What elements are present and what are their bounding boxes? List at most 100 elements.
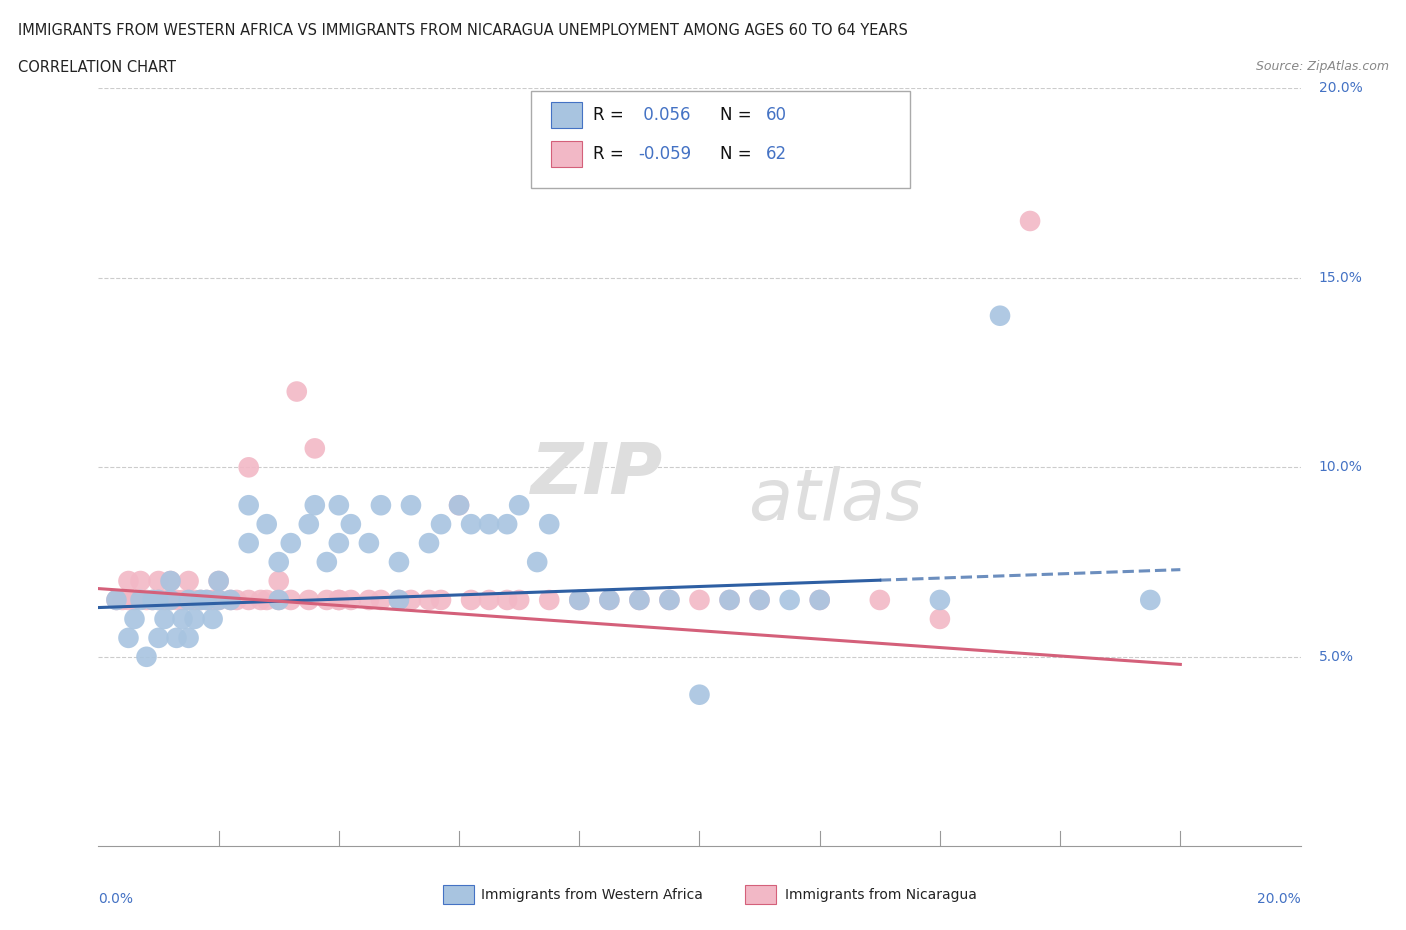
Point xyxy=(267,592,290,607)
Text: R =: R = xyxy=(593,145,630,164)
Point xyxy=(688,592,710,607)
Point xyxy=(357,592,380,607)
Text: atlas: atlas xyxy=(748,466,922,536)
Point xyxy=(628,592,651,607)
Point xyxy=(929,612,952,627)
Point xyxy=(208,592,231,607)
Point xyxy=(280,536,302,551)
Point xyxy=(598,592,620,607)
Text: CORRELATION CHART: CORRELATION CHART xyxy=(18,60,176,75)
Point xyxy=(779,592,801,607)
Point xyxy=(718,592,741,607)
Point xyxy=(256,592,278,607)
Point xyxy=(141,592,163,607)
Point xyxy=(249,592,271,607)
Point xyxy=(508,592,530,607)
Point xyxy=(195,592,218,607)
Point xyxy=(183,592,205,607)
Point xyxy=(280,592,302,607)
Point xyxy=(285,384,308,399)
Point xyxy=(208,574,231,589)
Point xyxy=(869,592,891,607)
Text: N =: N = xyxy=(720,106,756,125)
Point xyxy=(159,574,181,589)
Text: 20.0%: 20.0% xyxy=(1257,892,1301,906)
Point xyxy=(399,498,422,512)
Point xyxy=(315,554,337,569)
Point xyxy=(399,592,422,607)
Point xyxy=(238,536,260,551)
Point xyxy=(105,592,128,607)
Point xyxy=(1019,214,1042,229)
Point xyxy=(177,631,200,645)
Point xyxy=(124,612,146,627)
Point xyxy=(238,592,260,607)
Point xyxy=(201,612,224,627)
Point xyxy=(748,592,770,607)
Point xyxy=(808,592,831,607)
Point xyxy=(172,592,194,607)
Text: 20.0%: 20.0% xyxy=(1319,81,1362,96)
Point xyxy=(988,309,1011,324)
Point xyxy=(238,460,260,475)
Point xyxy=(183,612,205,627)
Point xyxy=(447,498,470,512)
Point xyxy=(328,498,350,512)
Point xyxy=(219,592,242,607)
Point xyxy=(315,592,337,607)
Point xyxy=(340,517,363,532)
Point xyxy=(929,592,952,607)
Text: N =: N = xyxy=(720,145,756,164)
Point xyxy=(478,592,501,607)
Point xyxy=(124,592,146,607)
Text: 15.0%: 15.0% xyxy=(1319,271,1362,285)
Point xyxy=(808,592,831,607)
Point xyxy=(328,592,350,607)
Point xyxy=(219,592,242,607)
Point xyxy=(177,574,200,589)
Point xyxy=(166,592,188,607)
Point xyxy=(267,592,290,607)
Point xyxy=(159,574,181,589)
Point xyxy=(153,592,176,607)
Point xyxy=(388,592,411,607)
Point xyxy=(460,517,482,532)
Point xyxy=(201,592,224,607)
Point xyxy=(538,592,561,607)
Point xyxy=(658,592,681,607)
Point xyxy=(430,517,453,532)
Point xyxy=(117,592,139,607)
Text: R =: R = xyxy=(593,106,630,125)
Point xyxy=(538,517,561,532)
Point xyxy=(688,687,710,702)
Point xyxy=(166,631,188,645)
Point xyxy=(267,574,290,589)
Point xyxy=(304,498,326,512)
Point xyxy=(148,592,170,607)
Point xyxy=(159,592,181,607)
Text: 5.0%: 5.0% xyxy=(1319,650,1354,664)
Point xyxy=(460,592,482,607)
Point xyxy=(328,536,350,551)
Point xyxy=(129,574,152,589)
Point xyxy=(190,592,212,607)
Point xyxy=(328,592,350,607)
Text: Immigrants from Western Africa: Immigrants from Western Africa xyxy=(481,887,703,902)
Point xyxy=(598,592,620,607)
Point xyxy=(135,649,157,664)
Point xyxy=(129,592,152,607)
Point xyxy=(568,592,591,607)
Text: ZIP: ZIP xyxy=(531,440,664,509)
Point xyxy=(135,592,157,607)
Text: 10.0%: 10.0% xyxy=(1319,460,1362,474)
Point xyxy=(148,592,170,607)
Text: Source: ZipAtlas.com: Source: ZipAtlas.com xyxy=(1256,60,1389,73)
Text: -0.059: -0.059 xyxy=(638,145,692,164)
Point xyxy=(172,612,194,627)
Point xyxy=(418,592,440,607)
Point xyxy=(304,441,326,456)
Point xyxy=(195,592,218,607)
Text: IMMIGRANTS FROM WESTERN AFRICA VS IMMIGRANTS FROM NICARAGUA UNEMPLOYMENT AMONG A: IMMIGRANTS FROM WESTERN AFRICA VS IMMIGR… xyxy=(18,23,908,38)
Point xyxy=(256,517,278,532)
Point xyxy=(418,536,440,551)
